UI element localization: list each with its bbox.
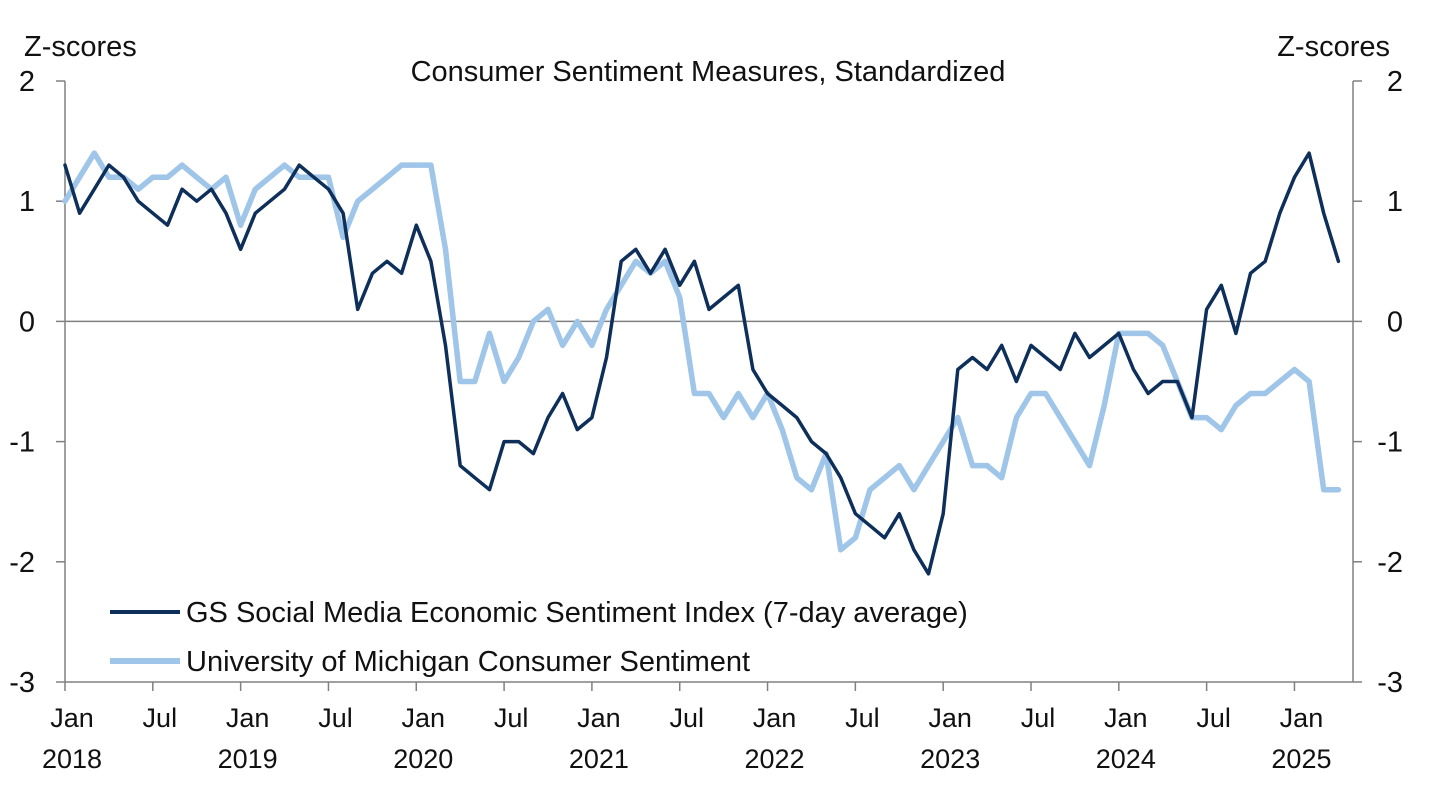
x-tick-label-month: Jan	[753, 703, 797, 733]
y-tick-label-right: -3	[1377, 667, 1403, 699]
y-tick-label-left: 0	[19, 306, 35, 338]
x-tick-label-year: 2018	[42, 744, 102, 774]
x-tick-label-year: 2024	[1096, 744, 1156, 774]
x-tick-label-year: 2019	[218, 744, 278, 774]
x-tick-label-month: Jan	[1104, 703, 1148, 733]
x-tick-label-month: Jul	[318, 703, 353, 733]
y-tick-label-left: -2	[9, 547, 35, 579]
x-tick-label-year: 2021	[569, 744, 629, 774]
x-tick-label-month: Jan	[226, 703, 270, 733]
x-tick-label-month: Jul	[1196, 703, 1231, 733]
x-tick-label-month: Jan	[1280, 703, 1324, 733]
x-tick-label-year: 2023	[920, 744, 980, 774]
y-tick-label-left: -3	[9, 667, 35, 699]
x-tick-label-year: 2020	[393, 744, 453, 774]
plot-lines	[62, 150, 1342, 576]
y-tick-label-left: 1	[19, 186, 35, 218]
y-tick-label-right: 0	[1387, 306, 1403, 338]
x-tick-label-month: Jan	[50, 703, 94, 733]
x-tick-label-month: Jul	[669, 703, 704, 733]
y-tick-label-right: -2	[1377, 547, 1403, 579]
x-tick-label-year: 2025	[1271, 744, 1331, 774]
x-tick-label-month: Jul	[1021, 703, 1056, 733]
legend-label: GS Social Media Economic Sentiment Index…	[186, 597, 968, 629]
y-axis-left: 2 1 0 -1 -2 -3	[9, 66, 66, 699]
x-tick-label-month: Jan	[928, 703, 972, 733]
y-tick-label-right: -1	[1377, 427, 1403, 459]
y-axis-unit-left: Z-scores	[24, 31, 137, 63]
y-tick-label-right: 1	[1387, 186, 1403, 218]
y-axis-unit-right: Z-scores	[1277, 31, 1390, 63]
x-tick-label-month: Jan	[577, 703, 621, 733]
series-line-umich-sentiment	[62, 150, 1342, 553]
x-tick-label-month: Jan	[401, 703, 445, 733]
series-line-gs-social-media	[63, 151, 1341, 576]
legend-label: University of Michigan Consumer Sentimen…	[186, 646, 750, 678]
y-tick-label-right: 2	[1387, 66, 1403, 98]
x-tick-label-month: Jul	[143, 703, 178, 733]
y-tick-label-left: -1	[9, 427, 35, 459]
y-axis-right: 2 1 0 -1 -2 -3	[1352, 66, 1403, 699]
x-tick-label-month: Jul	[845, 703, 880, 733]
chart-title: Consumer Sentiment Measures, Standardize…	[411, 56, 1006, 88]
legend: GS Social Media Economic Sentiment Index…	[110, 597, 968, 678]
x-tick-label-year: 2022	[745, 744, 805, 774]
x-tick-label-month: Jul	[494, 703, 529, 733]
x-axis: Jan 2018 Jul Jan 2019 Jul Jan 2020 Jul Jan 2021 Jul…	[42, 681, 1353, 774]
y-tick-label-left: 2	[19, 66, 35, 98]
